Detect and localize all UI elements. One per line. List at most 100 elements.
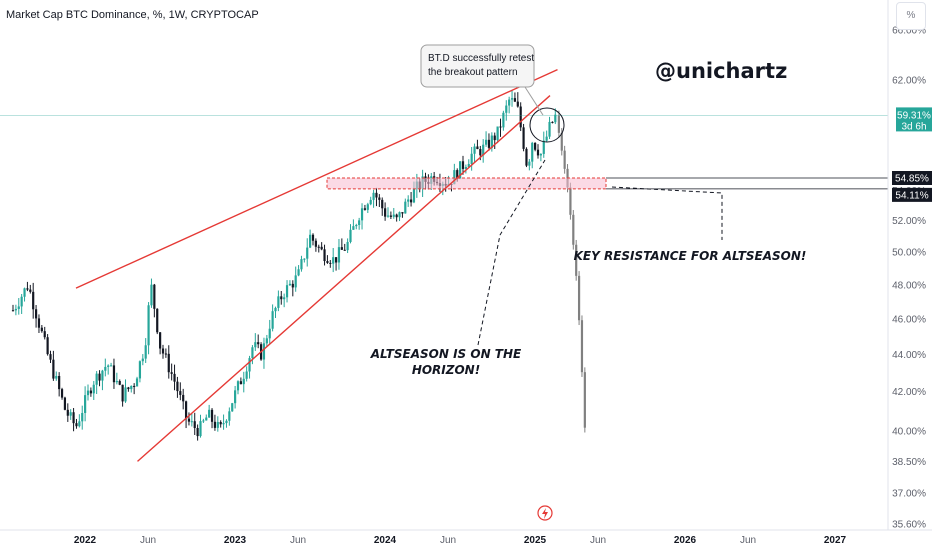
projection-candle (575, 239, 578, 281)
candle (395, 213, 398, 222)
percent-scale-button[interactable]: % (896, 2, 926, 30)
candle-body (213, 421, 217, 428)
candle-body (516, 101, 519, 107)
candle-body (355, 224, 358, 227)
candle (164, 348, 167, 358)
candle (72, 408, 75, 432)
candle (262, 337, 266, 369)
candle (271, 304, 274, 332)
candle (398, 211, 401, 222)
candle-body (196, 428, 199, 437)
callout-text-line2: the breakout pattern (428, 67, 518, 78)
candle-body (456, 170, 459, 179)
candle (265, 334, 268, 347)
candle (196, 424, 199, 441)
candle-body (381, 199, 384, 209)
candle (349, 224, 352, 244)
candle-body (242, 378, 245, 385)
candle-body (251, 347, 254, 359)
candle (317, 244, 320, 253)
candle (236, 380, 240, 395)
candle-body (375, 192, 378, 198)
candle-body (358, 220, 361, 225)
candle (161, 344, 165, 359)
plot-background (0, 0, 888, 530)
candle-body (187, 418, 191, 422)
candle (95, 371, 98, 394)
candle (326, 255, 329, 264)
projection-body (569, 187, 572, 215)
candle (528, 158, 531, 171)
candle (78, 414, 81, 428)
candle (508, 96, 511, 114)
candle-body (369, 199, 372, 205)
candle (407, 195, 410, 207)
candle-body (510, 98, 514, 100)
candle (135, 376, 139, 387)
wedge-lower-line (137, 95, 551, 462)
countdown-label: 3d 6h (901, 121, 926, 132)
candle (329, 259, 332, 268)
candle-body (484, 139, 488, 145)
candle (384, 202, 387, 221)
candle (115, 372, 118, 385)
candle (55, 371, 58, 381)
candle (254, 333, 257, 351)
candle-body (271, 311, 274, 329)
candle (542, 131, 545, 158)
candle (268, 319, 271, 345)
candle (493, 132, 496, 150)
candle (118, 379, 121, 386)
candle (536, 144, 540, 159)
candle-body (366, 204, 369, 210)
candle (484, 131, 488, 147)
candle-body (476, 146, 479, 150)
x-tick-label: 2027 (824, 535, 847, 546)
candle-body (502, 112, 505, 128)
candle (187, 412, 191, 426)
candle-body (23, 288, 26, 297)
candle (525, 147, 528, 168)
candle-body (280, 296, 283, 300)
candle-body (202, 420, 205, 422)
candle (476, 139, 479, 150)
candle-body (467, 163, 470, 168)
candle-body (124, 387, 127, 402)
candle (320, 242, 323, 251)
candle-body (170, 372, 173, 374)
candle-body (150, 284, 153, 306)
candle (378, 194, 381, 208)
candle (52, 350, 55, 381)
candle-body (239, 381, 242, 385)
candle (464, 164, 467, 174)
candle-body (254, 342, 257, 348)
candle (37, 314, 41, 334)
candle (228, 407, 231, 426)
candle-body (46, 337, 49, 355)
candle-body (199, 421, 202, 437)
candle (213, 414, 217, 431)
candle-body (349, 229, 352, 242)
candle-body (409, 199, 413, 203)
last-value-label: 59.31% (897, 110, 931, 121)
candle (86, 384, 90, 401)
candle (522, 123, 525, 152)
candle (60, 387, 64, 400)
candle-body (473, 146, 476, 154)
candle (109, 362, 113, 367)
candle (300, 255, 303, 272)
candle (274, 306, 277, 319)
candle (63, 396, 67, 411)
candle-body (360, 208, 364, 221)
candle-body (159, 332, 162, 349)
candle-body (84, 395, 87, 413)
candle (389, 211, 392, 220)
candle (199, 414, 202, 438)
candle (75, 418, 78, 429)
handle-text: @unichartz (655, 59, 787, 83)
candle (539, 153, 542, 162)
candle-body (219, 421, 222, 425)
candle (49, 350, 52, 364)
